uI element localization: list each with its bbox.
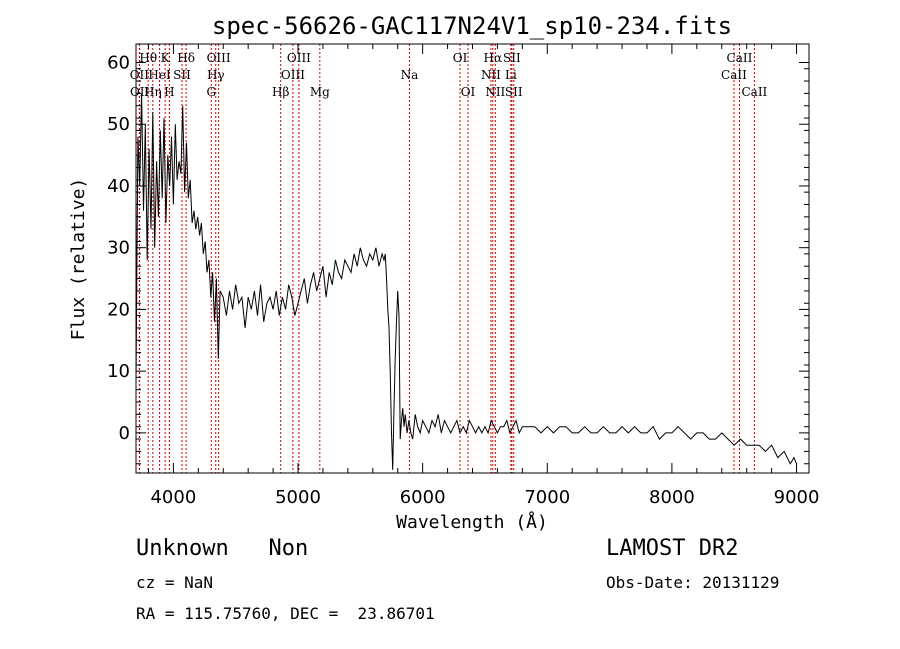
spectral-line-label: NII [485, 85, 505, 99]
x-tick-label: 5000 [275, 487, 321, 508]
y-tick-label: 20 [107, 299, 130, 320]
x-tick-label: 4000 [150, 487, 196, 508]
spectral-line-label: OIII [281, 68, 305, 82]
y-tick-label: 0 [119, 423, 130, 444]
spectral-line-label: CaII [721, 68, 747, 82]
spectral-line-label: SII [173, 68, 191, 82]
coordinates: RA = 115.75760, DEC = 23.86701 [136, 604, 435, 623]
survey-name: LAMOST DR2 [606, 536, 739, 561]
spectral-line-label: Hδ [177, 51, 195, 65]
spectral-line-markers [138, 44, 755, 473]
spectral-line-label: OII [130, 85, 150, 99]
spectral-line-label: CaII [727, 51, 753, 65]
obs-date: Obs-Date: 20131129 [606, 573, 780, 592]
spectral-line-label: NII [481, 68, 501, 82]
y-tick-label: 40 [107, 176, 130, 197]
plot-frame [135, 43, 810, 474]
spectral-line-label: SII [505, 85, 523, 99]
spectral-line-label: G [206, 85, 216, 99]
x-axis-label: Wavelength (Å) [396, 511, 548, 533]
spectral-line-label: OIII [207, 51, 231, 65]
spectral-line-label: Na [401, 68, 419, 82]
y-tick-label: 30 [107, 238, 130, 259]
spectral-line-label: Hγ [207, 68, 225, 82]
spectral-line-label: K [161, 51, 171, 65]
spectral-line-label: HeI [148, 68, 171, 82]
y-axis-label: Flux (relative) [68, 178, 89, 341]
spectral-line-label: SII [503, 51, 521, 65]
spectral-line-label: Hα [484, 51, 503, 65]
spectral-line-label: Li [505, 68, 517, 82]
spectrum-line [135, 93, 797, 470]
spectral-line-labels: OII OII Hθ Hη HeI K H SII Hδ G Hγ OIII Hβ OIII OIII Mg N… [130, 51, 768, 99]
spectral-line-label: H [164, 85, 174, 99]
chart-title: spec-56626-GAC117N24V1_sp10-234.fits [212, 12, 732, 40]
y-tick-label: 60 [107, 53, 130, 74]
object-class: Unknown Non [136, 536, 309, 561]
spectral-line-label: OI [453, 51, 468, 65]
spectral-line-label: CaII [741, 85, 767, 99]
redshift-cz: cz = NaN [136, 573, 214, 592]
y-tick-label: 10 [107, 361, 130, 382]
spectral-line-label: OI [461, 85, 476, 99]
spectral-line-label: Hθ [139, 51, 157, 65]
spectral-line-label: Hη [144, 85, 162, 99]
x-tick-label: 7000 [524, 487, 570, 508]
spectral-line-label: Hβ [272, 85, 289, 99]
y-axis-ticks: 0 10 20 30 40 50 60 [107, 53, 809, 465]
x-tick-label: 6000 [400, 487, 446, 508]
spectral-line-label: OIII [287, 51, 311, 65]
x-axis-ticks: 4000 5000 6000 7000 8000 9000 [147, 44, 820, 508]
x-tick-label: 8000 [649, 487, 695, 508]
x-tick-label: 9000 [774, 487, 820, 508]
spectral-line-label: OII [130, 68, 150, 82]
y-tick-label: 50 [107, 114, 130, 135]
spectral-line-label: Mg [310, 85, 330, 99]
